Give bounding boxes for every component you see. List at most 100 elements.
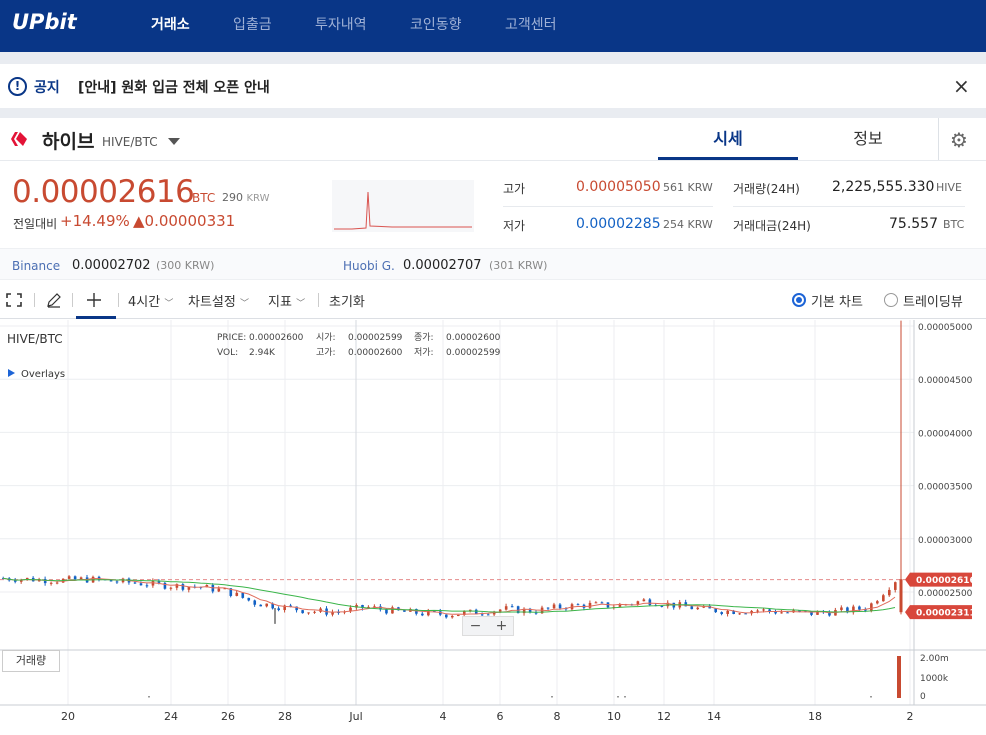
price-krw-unit: KRW [246,193,270,204]
candle-body [594,602,598,604]
candle-body [852,606,855,613]
candle-body [828,612,831,616]
candle-body [391,607,394,614]
volume-button[interactable]: 거래량 [2,650,60,672]
candle-body [55,582,59,584]
legend-labels-col3: 종가: 저가: [414,331,434,361]
candle-body [660,605,664,607]
upbit-logo[interactable]: UPbit [12,10,77,34]
legend-labels-col1: PRICE: VOL: [217,331,246,361]
nav-support[interactable]: 고객센터 [505,17,557,33]
nav-coin-trends[interactable]: 코인동향 [410,17,462,33]
zoom-in-button[interactable]: + [495,618,508,634]
basic-chart-radio[interactable] [792,293,806,307]
x-tick-label: 14 [707,710,721,723]
price-chart[interactable]: 0.00005000 0.00004500 0.00004000 0.00003500… [0,320,986,735]
candle-body [355,604,358,608]
overlays-toggle[interactable]: Overlays [8,369,65,380]
gear-icon[interactable]: ⚙ [950,128,968,152]
candle-body [43,579,47,584]
moving-average-short [2,577,896,615]
candle-body [49,582,53,584]
candle-body [295,606,298,611]
x-tick-label: 6 [497,710,504,723]
exchange-krw-huobi: (301 KRW) [489,259,548,272]
nav-investments[interactable]: 투자내역 [315,17,367,33]
candle-body [756,610,759,612]
legend-close-value: 0.00002600 [446,333,501,343]
candle-body [421,613,424,616]
close-icon[interactable]: × [953,74,970,98]
chevron-down-icon: ﹀ [239,299,249,309]
candle-body [385,609,388,614]
price-krw-value: 290 [222,191,243,204]
nav-deposit-withdraw[interactable]: 입출금 [233,17,272,33]
indicators-dropdown[interactable]: 지표 ﹀ [268,291,305,310]
candle-body [510,606,514,608]
notice-text[interactable]: [안내] 원화 입금 전체 오픈 안내 [78,80,270,96]
notice-bar: ! 공지 [안내] 원화 입금 전체 오픈 안내 × [0,64,986,108]
stat-divider [733,206,965,207]
candle-body [187,586,191,590]
tab-price[interactable]: 시세 [658,118,798,160]
legend-high-value: 0.00002600 [348,348,403,358]
candle-body [133,582,137,584]
change-percent: +14.49% [60,212,130,230]
pencil-icon[interactable] [46,292,62,308]
candle-body [235,592,239,596]
sparkline-chart [332,180,474,232]
candle-body [157,580,161,583]
chart-settings-dropdown[interactable]: 차트설정 ﹀ [188,291,249,310]
x-tick-label: 18 [808,710,822,723]
exchange-compare-row: Binance 0.00002702 (300 KRW) Huobi G. 0.… [0,248,986,280]
change-absolute: ▲0.00000331 [133,212,236,230]
crosshair-active-indicator [76,316,116,319]
tab-info[interactable]: 정보 [853,129,883,148]
volume-tick-label: 1000k [920,674,949,684]
volume-bar [551,696,553,698]
crosshair-icon[interactable] [86,292,102,308]
ma-price-tag-bg [905,605,972,620]
candle-body [73,576,77,580]
chevron-down-icon[interactable] [168,138,180,145]
candle-body [379,606,382,610]
legend-low-value: 0.00002599 [446,348,501,358]
toolbar-divider [118,293,119,307]
nav-exchange[interactable]: 거래소 [151,17,190,33]
candle-body [720,612,723,614]
alert-icon: ! [8,77,27,96]
fullscreen-icon[interactable] [6,293,22,307]
candle-body [690,606,694,610]
candle-body [858,606,861,610]
candle-body [474,609,478,615]
candle-body [205,585,209,588]
candle-body [337,612,340,614]
candle-body [534,612,538,614]
zoom-out-button[interactable]: − [469,618,482,634]
candle-body [762,609,765,611]
reset-button[interactable]: 초기화 [329,295,365,310]
exchange-krw-binance: (300 KRW) [156,259,215,272]
interval-dropdown[interactable]: 4시간 ﹀ [128,291,173,310]
ma-price-tag: 0.00002311 [916,609,976,619]
candle-body [301,610,304,614]
candle-body [726,610,729,614]
candle-body [546,607,550,609]
chart-settings-label: 차트설정 [188,295,236,310]
candle-body [367,606,370,608]
volume-bar [870,696,872,698]
candle-body [139,583,143,586]
x-tick-label: 24 [164,710,178,723]
basic-chart-label[interactable]: 기본 차트 [811,295,863,310]
candle-body [175,584,179,588]
spike-candle-body [899,579,903,613]
tradingview-label[interactable]: 트레이딩뷰 [903,295,963,310]
legend-labels-col2: 시가: 고가: [316,331,336,361]
zoom-controls: − + [462,616,514,636]
tradingview-radio[interactable] [884,293,898,307]
candle-body [456,614,460,616]
chevron-down-icon: ﹀ [296,299,306,309]
candle-body [642,599,646,602]
legend-open-label: 시가: [316,333,336,343]
x-tick-label: 28 [278,710,292,723]
